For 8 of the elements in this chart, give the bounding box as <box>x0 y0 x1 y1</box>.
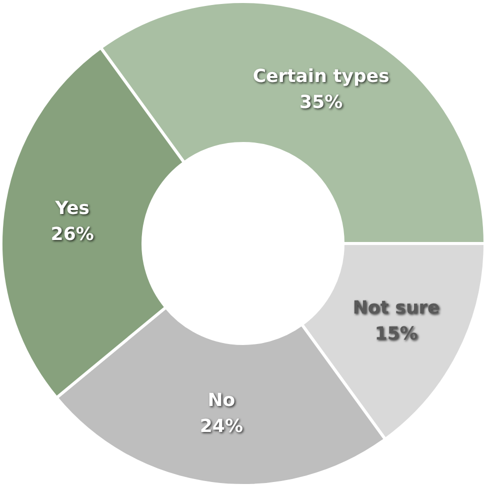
data-label: 15% <box>374 324 418 345</box>
data-label: 24% <box>200 416 243 438</box>
slice-label: Yes <box>54 198 90 219</box>
slice-label: Certain types <box>252 66 390 88</box>
data-label: 26% <box>50 224 94 245</box>
data-label: 35% <box>300 92 343 114</box>
slice-label: Not sure <box>352 298 440 319</box>
slice-label: No <box>208 390 236 412</box>
